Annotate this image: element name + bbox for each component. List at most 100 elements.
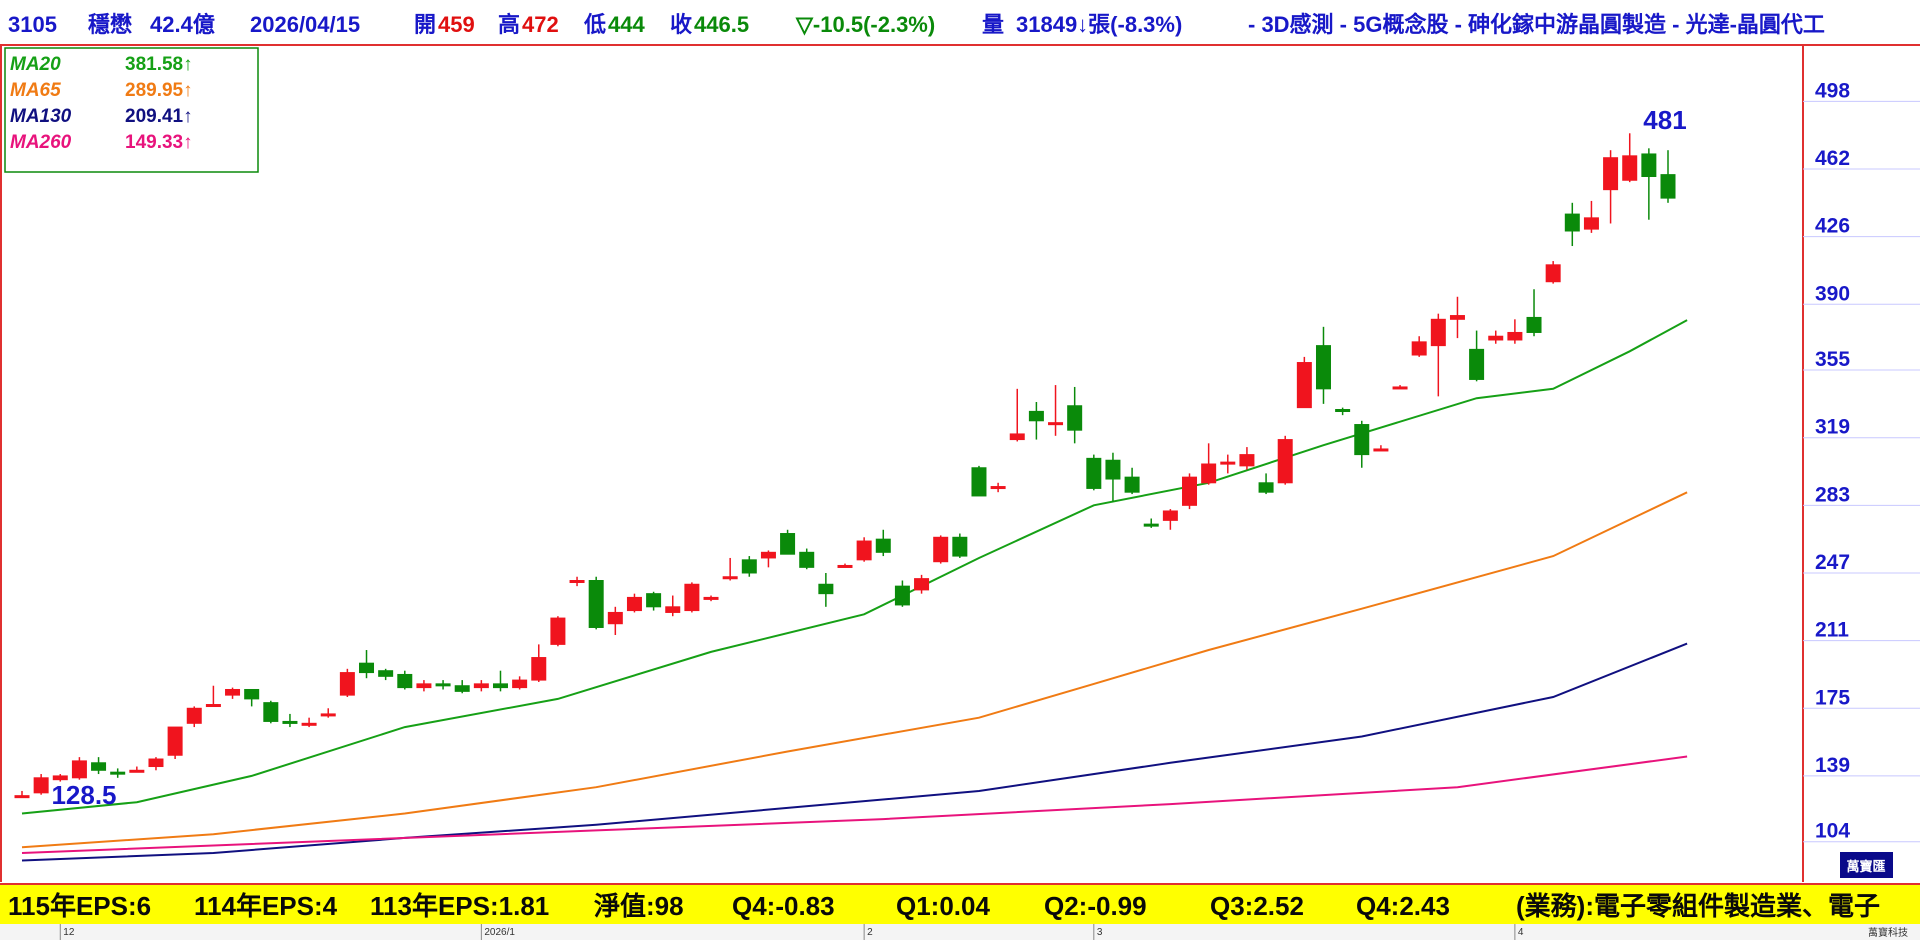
candle <box>1641 148 1657 220</box>
candle-body <box>1545 264 1561 283</box>
candle <box>33 774 49 795</box>
candle-body <box>1201 463 1217 484</box>
high-label: 高 <box>498 12 520 37</box>
candle-body <box>990 486 1006 490</box>
candle-body <box>320 713 336 717</box>
candle <box>914 574 930 594</box>
ma-line-ma20 <box>21 319 1688 815</box>
candle-body <box>512 679 528 689</box>
candle <box>933 535 949 564</box>
candle <box>1009 388 1025 442</box>
candle <box>1105 452 1121 502</box>
candle-body <box>1564 213 1580 232</box>
candle <box>1277 435 1293 485</box>
candle <box>454 680 470 694</box>
candle-body <box>225 688 241 696</box>
candle <box>875 529 891 557</box>
candle-body <box>1067 405 1083 431</box>
candle-body <box>875 538 891 553</box>
candle <box>1660 150 1676 203</box>
candle <box>1201 443 1217 485</box>
candle <box>512 676 528 690</box>
candle-body <box>684 583 700 612</box>
candle <box>1545 261 1561 284</box>
candle <box>1296 356 1312 409</box>
footer-bar <box>0 884 1920 924</box>
candle <box>1124 467 1140 495</box>
candle-body <box>1296 362 1312 409</box>
candle-body <box>14 795 30 799</box>
candle <box>665 595 681 617</box>
candle <box>435 680 451 690</box>
candle-body <box>1009 433 1025 441</box>
candle <box>1067 386 1083 444</box>
candle <box>1143 518 1159 528</box>
candle-body <box>1277 439 1293 484</box>
logo-text: 萬寶匯 <box>1846 859 1885 874</box>
candle <box>244 688 260 707</box>
candle-body <box>1469 348 1485 380</box>
month-label: 4 <box>1518 927 1524 938</box>
candle-body <box>71 760 87 779</box>
y-tick-label: 175 <box>1815 686 1850 709</box>
candle <box>856 537 872 562</box>
candle <box>282 713 298 728</box>
candle-body <box>52 775 68 781</box>
candle-body <box>1335 409 1351 413</box>
candle-body <box>952 536 968 557</box>
candle <box>320 708 336 718</box>
high-value: 472 <box>522 12 559 37</box>
candle-body <box>760 551 776 559</box>
candle <box>167 726 183 760</box>
candle-body <box>129 769 145 773</box>
candle-body <box>91 762 107 771</box>
candle-body <box>1048 422 1064 426</box>
candle-body <box>186 707 202 724</box>
candle-body <box>588 580 604 628</box>
ma-legend: MA20 381.58↑ MA65 289.95↑ MA130 209.41↑ MA260 1… <box>4 47 259 173</box>
candle <box>339 668 355 698</box>
candle <box>626 593 642 613</box>
y-tick-label: 211 <box>1815 619 1849 642</box>
candle-body <box>110 771 126 775</box>
candle <box>1354 420 1370 468</box>
candle-body <box>550 617 566 645</box>
candle <box>741 556 757 577</box>
month-label: 2026/1 <box>484 927 515 938</box>
candle <box>148 757 164 771</box>
legend-box <box>4 47 259 173</box>
candle-body <box>1373 448 1389 452</box>
candle-body <box>33 777 49 794</box>
candle <box>588 576 604 630</box>
candle-body <box>1220 461 1236 465</box>
candle <box>1220 454 1236 474</box>
candle-body <box>1660 174 1676 199</box>
candle <box>837 563 853 568</box>
candle <box>971 465 987 497</box>
low-label: 低 <box>583 12 606 37</box>
candle-body <box>244 688 260 700</box>
candle-body <box>1488 335 1504 341</box>
candle <box>799 548 815 570</box>
open-label: 開 <box>414 12 436 37</box>
axis-corner-label: 萬寶科技 <box>1868 926 1908 939</box>
candle-body <box>1315 345 1331 390</box>
y-tick-label: 426 <box>1815 215 1850 238</box>
candle <box>1028 401 1044 440</box>
footer-item: Q4:-0.83 <box>732 891 835 921</box>
volume-value: 31849↓張(-8.3%) <box>1016 12 1182 37</box>
candle <box>71 757 87 780</box>
candle-body <box>1411 341 1427 356</box>
candle <box>894 580 910 607</box>
y-tick-label: 355 <box>1815 348 1850 371</box>
candle <box>1048 385 1064 436</box>
candle-body <box>435 683 451 687</box>
candle-body <box>1641 153 1657 178</box>
month-label: 2 <box>867 927 873 938</box>
y-tick-label: 283 <box>1815 483 1850 506</box>
candle <box>1086 454 1102 491</box>
candle <box>52 774 68 782</box>
candle-body <box>856 540 872 561</box>
month-label: 3 <box>1097 927 1103 938</box>
candle-body <box>531 657 547 681</box>
